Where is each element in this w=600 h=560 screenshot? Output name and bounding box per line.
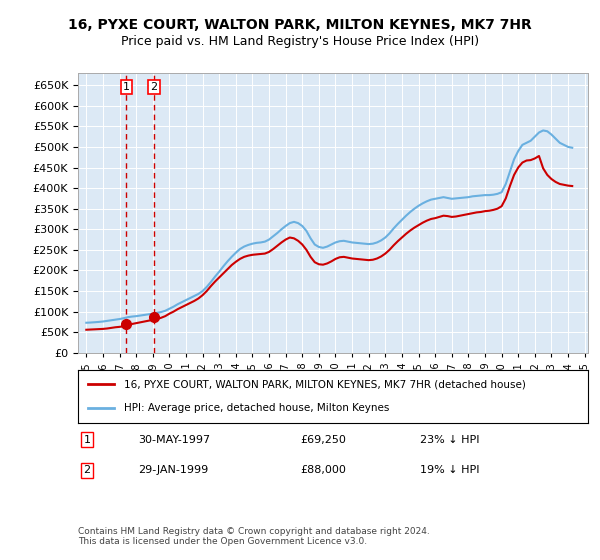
Text: 29-JAN-1999: 29-JAN-1999 [138, 465, 208, 475]
Text: 1: 1 [83, 435, 91, 445]
Text: 2: 2 [83, 465, 91, 475]
Text: 19% ↓ HPI: 19% ↓ HPI [420, 465, 479, 475]
Text: 16, PYXE COURT, WALTON PARK, MILTON KEYNES, MK7 7HR: 16, PYXE COURT, WALTON PARK, MILTON KEYN… [68, 18, 532, 32]
Text: £88,000: £88,000 [300, 465, 346, 475]
Text: 1: 1 [123, 82, 130, 92]
Text: 30-MAY-1997: 30-MAY-1997 [138, 435, 210, 445]
Text: 16, PYXE COURT, WALTON PARK, MILTON KEYNES, MK7 7HR (detached house): 16, PYXE COURT, WALTON PARK, MILTON KEYN… [124, 380, 526, 390]
Text: HPI: Average price, detached house, Milton Keynes: HPI: Average price, detached house, Milt… [124, 403, 389, 413]
Text: £69,250: £69,250 [300, 435, 346, 445]
Text: 23% ↓ HPI: 23% ↓ HPI [420, 435, 479, 445]
Text: 2: 2 [151, 82, 158, 92]
Text: Contains HM Land Registry data © Crown copyright and database right 2024.
This d: Contains HM Land Registry data © Crown c… [78, 526, 430, 546]
Text: Price paid vs. HM Land Registry's House Price Index (HPI): Price paid vs. HM Land Registry's House … [121, 35, 479, 49]
